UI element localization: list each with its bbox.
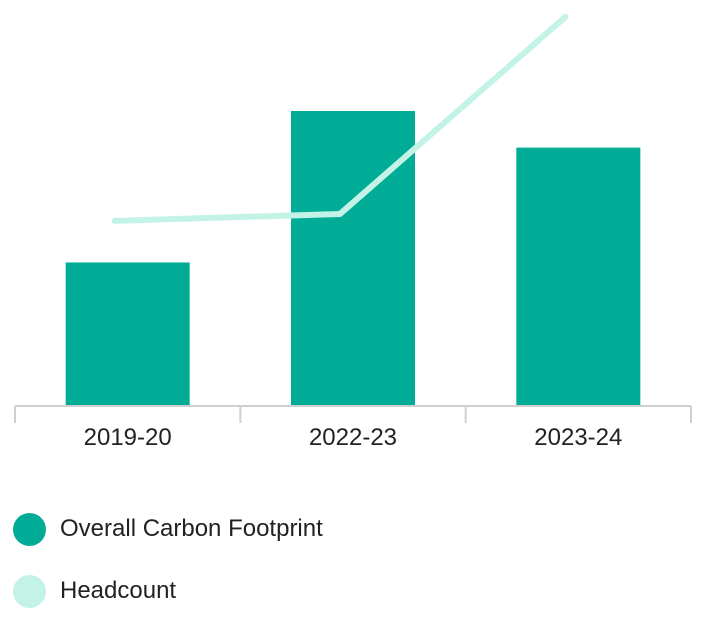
legend-item-carbon-footprint: Overall Carbon Footprint bbox=[13, 511, 323, 547]
legend-label-headcount: Headcount bbox=[60, 577, 177, 604]
legend-item-headcount: Headcount bbox=[13, 573, 323, 609]
legend-label-carbon-footprint: Overall Carbon Footprint bbox=[60, 515, 323, 542]
legend: Overall Carbon Footprint Headcount bbox=[13, 511, 323, 635]
bar-2023-24 bbox=[516, 147, 641, 407]
x-axis: 2019-20 2022-23 2023-24 bbox=[14, 405, 692, 451]
bar-2022-23 bbox=[291, 110, 415, 406]
bar-2019-20 bbox=[65, 262, 190, 406]
bars-layer bbox=[65, 110, 641, 407]
legend-swatch-headcount bbox=[13, 574, 46, 608]
line-layer bbox=[111, 13, 569, 224]
x-tick-label-2023-24: 2023-24 bbox=[534, 424, 622, 451]
x-tick-label-2022-23: 2022-23 bbox=[309, 424, 397, 451]
chart: 2019-20 2022-23 2023-24 bbox=[14, 13, 692, 451]
line-headcount bbox=[111, 13, 569, 224]
x-tick-label-2019-20: 2019-20 bbox=[84, 424, 172, 451]
legend-swatch-carbon-footprint bbox=[13, 512, 46, 546]
